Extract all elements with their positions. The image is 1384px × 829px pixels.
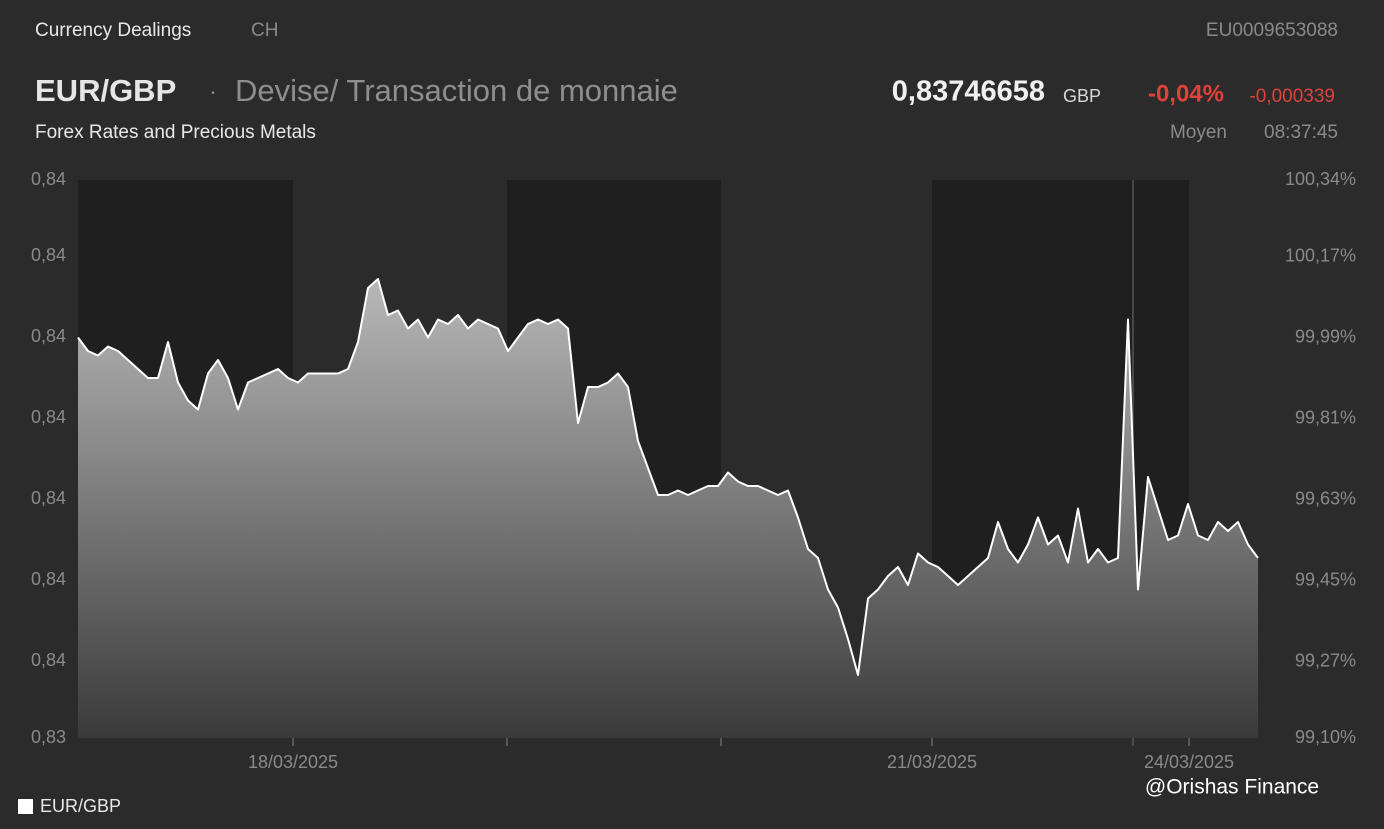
price: 0,83746658 bbox=[892, 76, 1045, 108]
subtitle: Forex Rates and Precious Metals bbox=[35, 122, 316, 143]
symbol: EUR/GBP bbox=[35, 73, 176, 108]
y-tick-label: 99,45% bbox=[1295, 569, 1356, 589]
time: 08:37:45 bbox=[1264, 122, 1338, 143]
area-fill bbox=[78, 279, 1258, 738]
x-tick-label: 24/03/2025 bbox=[1144, 752, 1234, 772]
watermark: @Orishas Finance bbox=[1145, 776, 1319, 799]
y2-tick-label: 0,84 bbox=[31, 650, 66, 670]
y2-tick-label: 0,83 bbox=[31, 727, 66, 747]
x-tick-label: 18/03/2025 bbox=[248, 752, 338, 772]
section: Currency Dealings bbox=[35, 20, 191, 41]
y-tick-label: 99,10% bbox=[1295, 727, 1356, 747]
change-abs: -0,000339 bbox=[1249, 86, 1335, 107]
market: CH bbox=[251, 20, 278, 41]
instrument-type: Devise/ Transaction de monnaie bbox=[235, 73, 678, 108]
legend-label[interactable]: EUR/GBP bbox=[40, 796, 121, 816]
price-line bbox=[77, 278, 1259, 676]
y-tick-label: 99,27% bbox=[1295, 650, 1356, 670]
x-tick-label: 21/03/2025 bbox=[887, 752, 977, 772]
separator: · bbox=[209, 78, 217, 105]
legend-swatch bbox=[18, 799, 33, 814]
y-tick-label: 100,17% bbox=[1285, 245, 1356, 265]
isin: EU0009653088 bbox=[1206, 20, 1338, 41]
price-kind: Moyen bbox=[1170, 122, 1227, 143]
currency: GBP bbox=[1063, 86, 1101, 106]
y-tick-label: 99,63% bbox=[1295, 488, 1356, 508]
y-tick-label: 99,99% bbox=[1295, 326, 1356, 346]
y2-tick-label: 0,84 bbox=[31, 488, 66, 508]
y2-tick-label: 0,84 bbox=[31, 245, 66, 265]
y2-tick-label: 0,84 bbox=[31, 407, 66, 427]
y2-tick-label: 0,84 bbox=[31, 326, 66, 346]
y2-tick-label: 0,84 bbox=[31, 169, 66, 189]
change-pct: -0,04% bbox=[1148, 80, 1224, 107]
y-tick-label: 100,34% bbox=[1285, 169, 1356, 189]
y2-tick-label: 0,84 bbox=[31, 569, 66, 589]
y-tick-label: 99,81% bbox=[1295, 407, 1356, 427]
